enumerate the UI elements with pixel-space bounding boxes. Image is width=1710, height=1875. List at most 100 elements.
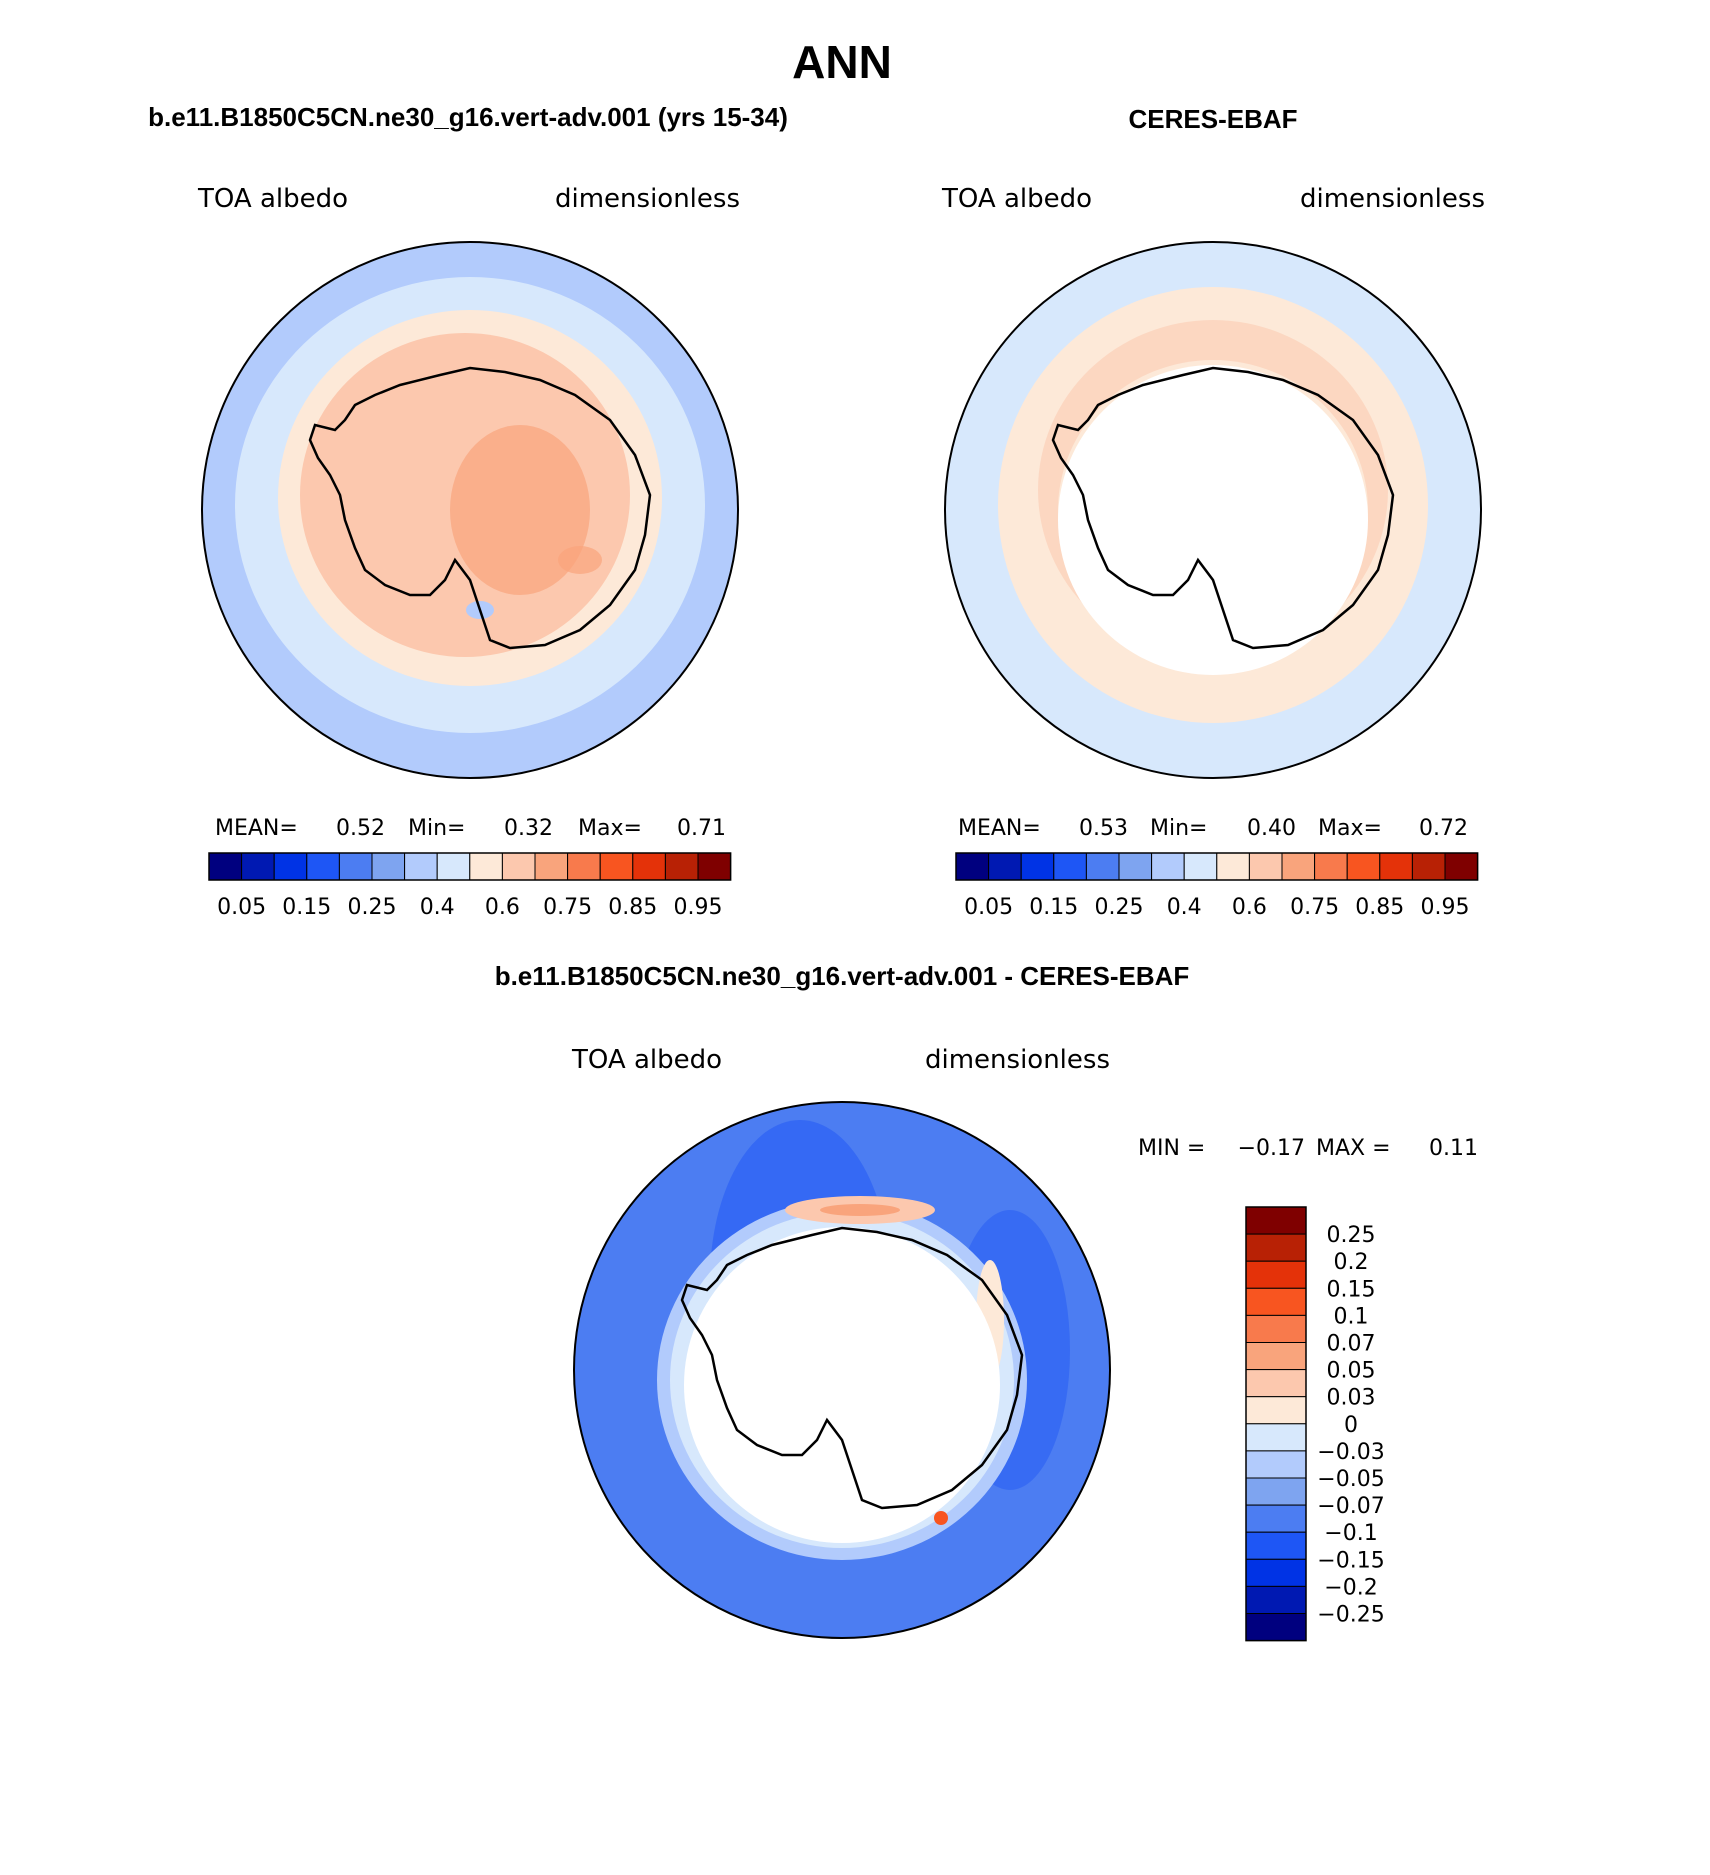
max-label: MAX = [1316,1136,1391,1161]
map-border [201,241,739,779]
polar-map [202,242,738,778]
min-value: 0.32 [504,816,553,841]
colorbar-tick-label: 0.15 [282,895,331,920]
panel-title: CERES-EBAF [1128,104,1297,134]
colorbar-swatch [1151,852,1185,881]
colorbar-tick-label: −0.15 [1317,1548,1384,1573]
colorbar-swatch [1245,1342,1307,1371]
colorbar: 0.250.20.150.10.070.050.030−0.03−0.05−0.… [1245,1206,1385,1642]
colorbar: 0.05 0.15 0.25 0.4 0.6 0.75 0.85 0.95 [955,852,1479,920]
max-label: Max= [578,816,642,841]
colorbar-swatch [1411,852,1446,881]
colorbar-tick-label: 0.25 [1327,1223,1376,1248]
max-value: 0.11 [1429,1136,1478,1161]
max-value: 0.71 [677,816,726,841]
colorbar-tick-label: 0.85 [608,895,657,920]
stats-line: MEAN= 0.53 Min= 0.40 Max= 0.72 [958,816,1468,841]
colorbar-swatch [1245,1531,1307,1560]
colorbar-tick-label: 0.05 [1327,1359,1376,1384]
colorbar-swatch [1118,852,1153,881]
colorbar-swatch [436,852,471,881]
colorbar-swatch [1379,852,1413,881]
colorbar-tick-label: 0.95 [674,895,723,920]
colorbar-swatch [664,852,699,881]
colorbar-swatch [1245,1450,1307,1479]
colorbar-swatch [404,852,438,881]
colorbar-tick-label: 0.85 [1355,895,1404,920]
colorbar-swatch [1314,852,1348,881]
figure-title: ANN [792,36,892,88]
colorbar-tick-label: 0.03 [1327,1386,1376,1411]
colorbar-tick-label: −0.07 [1317,1494,1384,1519]
map-border [573,1101,1111,1639]
colorbar-swatch [1183,852,1218,881]
colorbar-swatch [1245,1585,1307,1615]
colorbar-swatch [1281,852,1316,881]
colorbar-tick-label: 0.4 [420,895,455,920]
colorbar-tick-label: 0 [1344,1413,1358,1438]
max-label: Max= [1318,816,1382,841]
colorbar-swatch [338,852,373,881]
colorbar-swatch [1245,1613,1307,1642]
colorbar-tick-label: 0.05 [964,895,1013,920]
colorbar-swatch [1245,1233,1307,1262]
min-label: Min= [1150,816,1207,841]
polar-map [945,242,1481,778]
colorbar-swatch [1085,852,1120,881]
colorbar-swatch [371,852,406,881]
map-border [944,241,1482,779]
colorbar-swatch [1245,1369,1307,1398]
mean-value: 0.53 [1079,816,1128,841]
colorbar-tick-label: 0.95 [1421,895,1470,920]
colorbar-swatch [1053,852,1087,881]
min-value: 0.40 [1247,816,1296,841]
panel-observations: CERES-EBAF TOA albedo dimensionless MEAN… [941,104,1485,920]
panel-model: b.e11.B1850C5CN.ne30_g16.vert-adv.001 (y… [148,102,788,920]
colorbar-tick-label: 0.75 [1290,895,1339,920]
colorbar-tick-label: 0.07 [1327,1332,1376,1357]
polar-map [574,1102,1110,1638]
colorbar-tick-label: 0.15 [1029,895,1078,920]
colorbar-swatch [1245,1206,1307,1235]
colorbar-frame [955,852,1479,881]
colorbar-frame [208,852,732,881]
stats-line: MEAN= 0.52 Min= 0.32 Max= 0.71 [215,816,726,841]
mean-label: MEAN= [958,816,1041,841]
colorbar-swatch [1245,1504,1307,1533]
minmax-line: MIN = −0.17 MAX = 0.11 [1138,1136,1478,1161]
colorbar-tick-label: −0.25 [1317,1603,1384,1628]
colorbar-swatch [469,852,503,881]
variable-label: TOA albedo [571,1045,722,1075]
colorbar-swatch [208,852,243,881]
variable-label: TOA albedo [941,184,1092,214]
colorbar-tick-label: 0.6 [485,895,520,920]
colorbar-swatch [273,852,308,881]
colorbar-swatch [632,852,666,881]
colorbar-swatch [1245,1287,1307,1316]
colorbar-swatch [1245,1558,1307,1587]
colorbar-swatch [1245,1396,1307,1425]
panel-title: b.e11.B1850C5CN.ne30_g16.vert-adv.001 - … [495,961,1190,991]
mean-label: MEAN= [215,816,298,841]
units-label: dimensionless [925,1045,1110,1075]
colorbar-swatch [1020,852,1055,881]
colorbar-swatch [1346,852,1381,881]
colorbar-tick-label: −0.05 [1317,1467,1384,1492]
colorbar-tick-label: 0.6 [1232,895,1267,920]
colorbar-tick-label: −0.1 [1324,1521,1377,1546]
colorbar-tick-label: 0.75 [543,895,592,920]
min-label: MIN = [1138,1136,1205,1161]
colorbar-tick-label: −0.2 [1324,1575,1377,1600]
colorbar-tick-label: 0.25 [1095,895,1144,920]
colorbar-swatch [1248,852,1283,881]
mean-value: 0.52 [336,816,385,841]
colorbar-tick-label: −0.03 [1317,1440,1384,1465]
colorbar-swatch [241,852,275,881]
colorbar-swatch [988,852,1022,881]
variable-label: TOA albedo [197,184,348,214]
colorbar-tick-label: 0.1 [1334,1304,1369,1329]
colorbar-swatch [1245,1477,1307,1506]
max-value: 0.72 [1419,816,1468,841]
colorbar-swatch [1245,1423,1307,1452]
